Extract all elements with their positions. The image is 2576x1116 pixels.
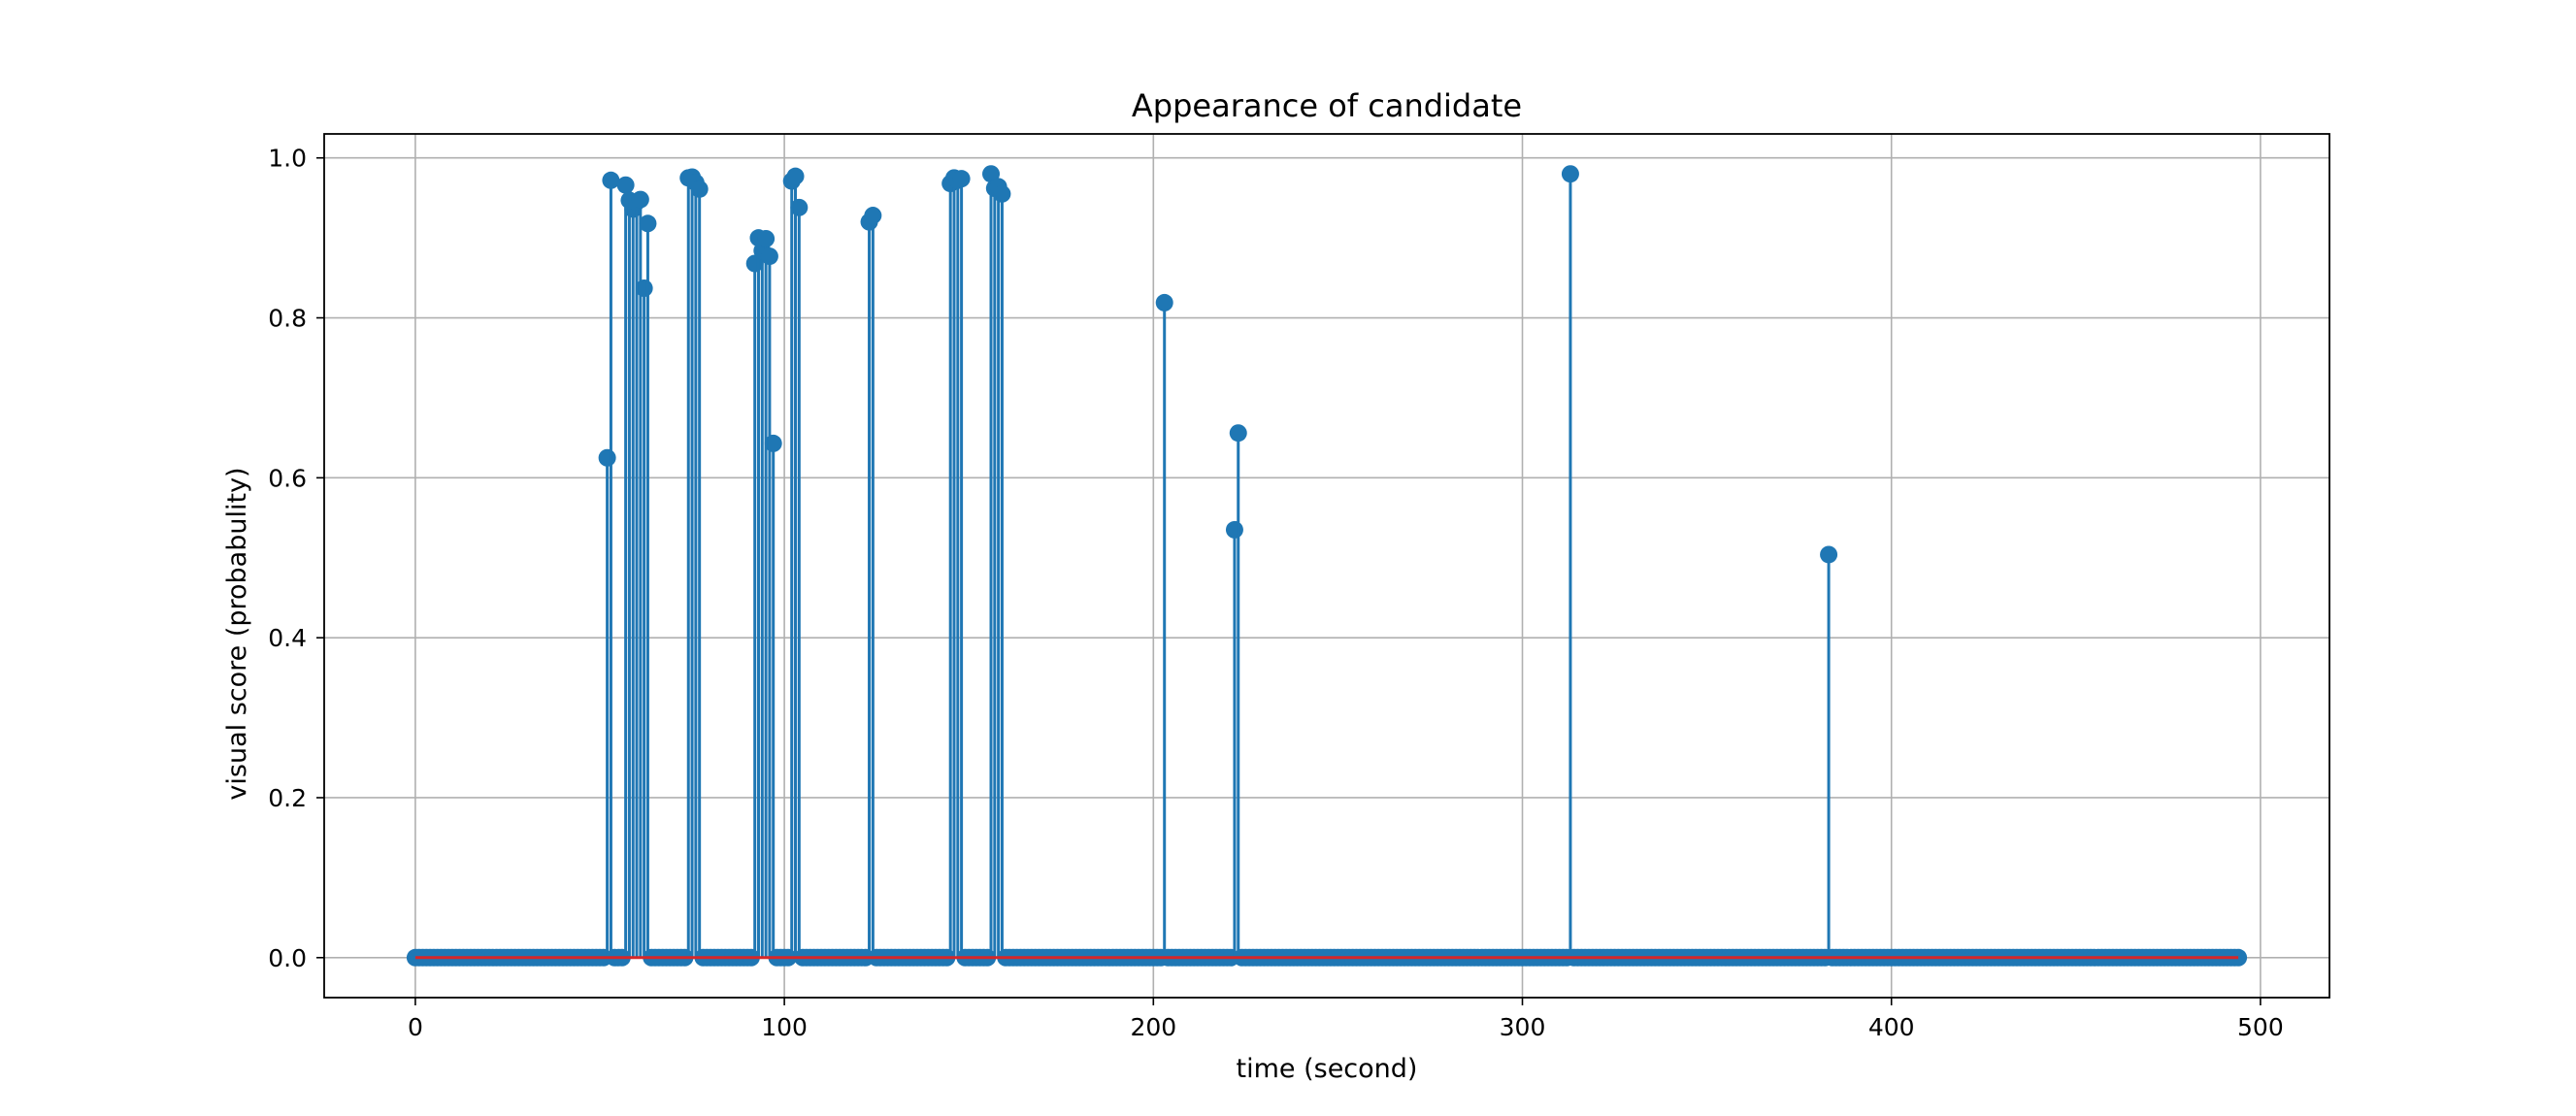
stem-marker [616,176,635,194]
y-tick-label: 1.0 [268,145,307,173]
stem-marker [1561,165,1579,183]
stem-marker [993,184,1011,203]
chart-title: Appearance of candidate [1132,87,1522,124]
stem-marker [598,448,616,467]
stem-marker [757,229,776,247]
stem-marker [982,165,1001,183]
stem-marker [631,190,649,209]
stem-marker [864,207,882,225]
stem-marker [690,180,709,198]
x-axis-label: time (second) [1237,1054,1418,1084]
y-tick-label: 0.6 [268,464,307,492]
stem-marker [1225,520,1243,539]
stem-marker [639,214,657,233]
x-tick-label: 0 [408,1013,423,1041]
tick-marks [316,156,2262,1005]
stem-marker [760,247,778,266]
x-tick-label: 100 [761,1013,808,1041]
axes-frame [323,133,2330,999]
y-axis-label: visual score (probabulity) [222,467,252,800]
x-tick-label: 400 [1868,1013,1915,1041]
stem-marker [1155,293,1173,312]
y-tick-label: 0.8 [268,305,307,333]
x-tick-label: 500 [2237,1013,2284,1041]
stem-marker [635,279,653,298]
y-tick-label: 0.0 [268,944,307,972]
y-tick-label: 0.4 [268,624,307,652]
stem-marker [790,198,809,216]
stem-marker [602,171,620,189]
stem-marker [786,167,805,185]
x-tick-label: 300 [1500,1013,1546,1041]
y-tick-label: 0.2 [268,784,307,812]
plot-border [323,133,2330,999]
stem-marker [764,434,782,452]
tick-labels: 0 100 200 300 400 500 0.0 0.2 0.4 0.6 0.8 1.0 [268,145,2284,1041]
stem-marker [952,170,971,188]
x-tick-label: 200 [1130,1013,1176,1041]
stem-marker [1820,545,1838,564]
stem-marker [1229,424,1247,443]
stem-series [406,165,2248,967]
